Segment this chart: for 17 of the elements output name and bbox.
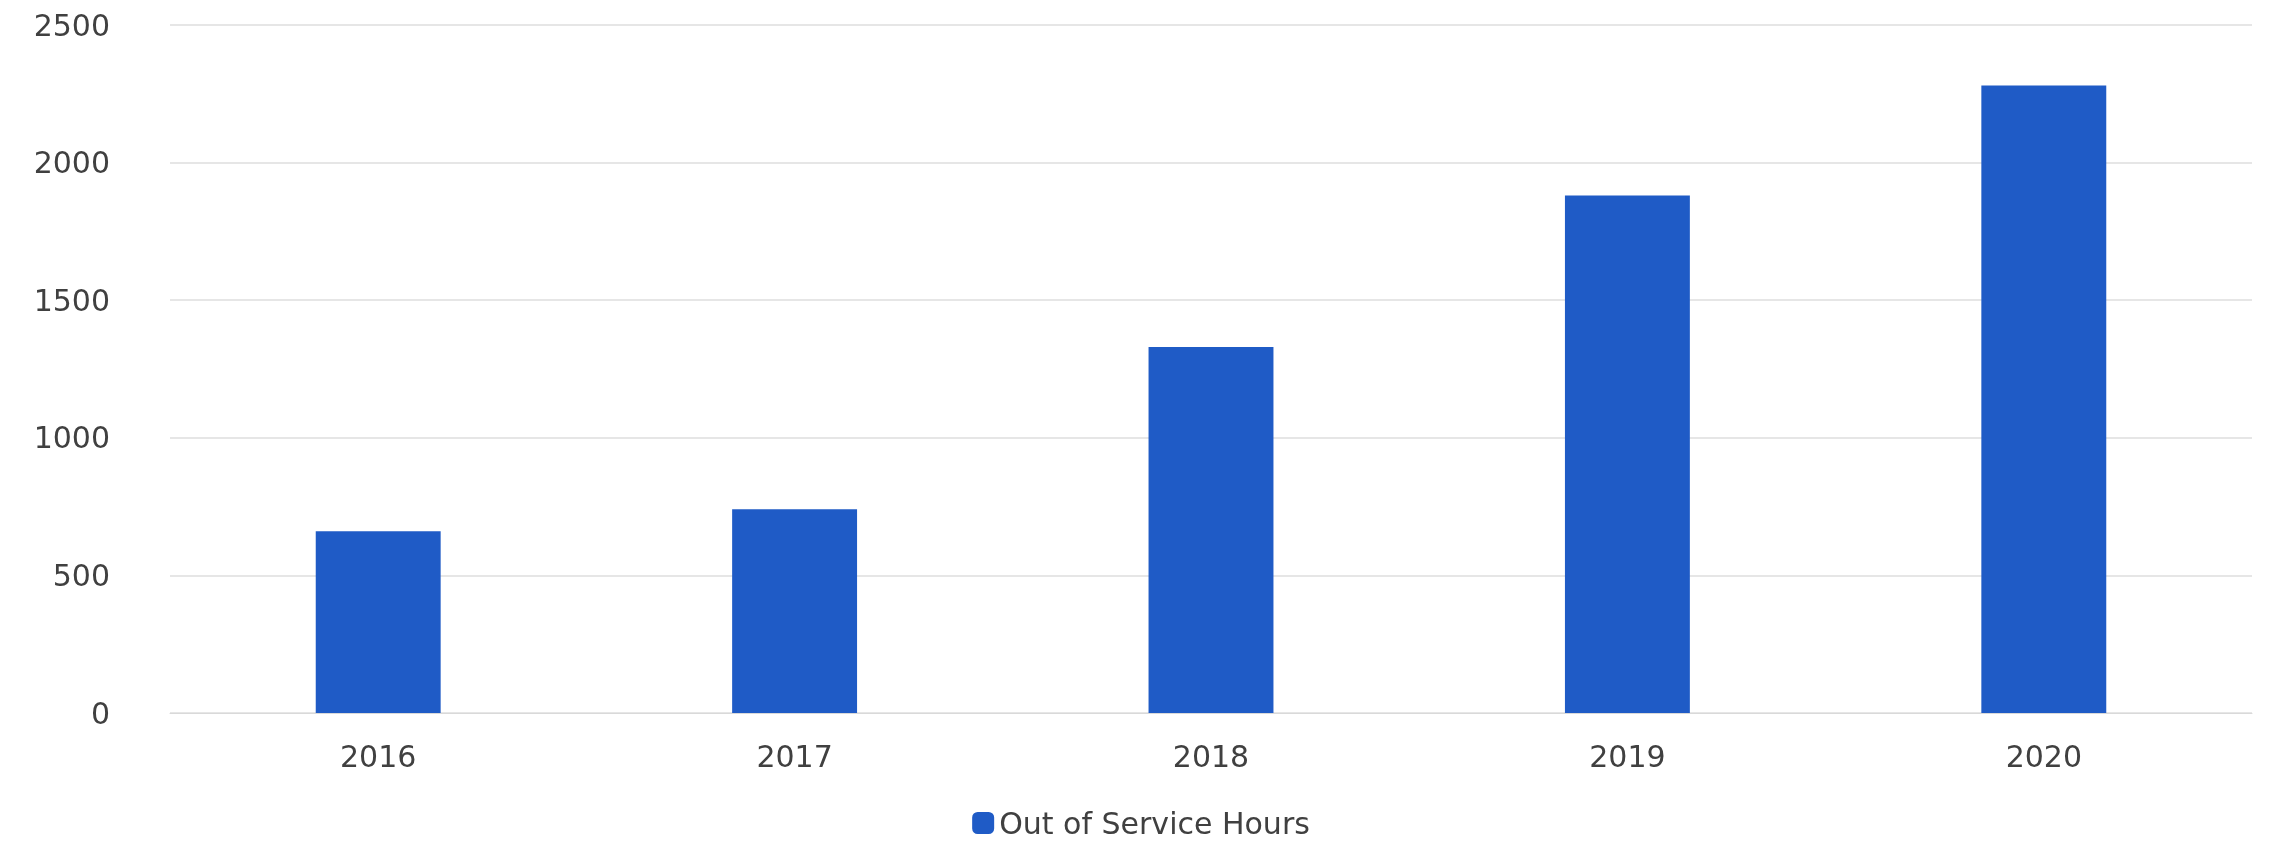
y-tick-label: 0	[90, 695, 110, 731]
x-tick-label: 2018	[1172, 738, 1250, 774]
bar	[1148, 346, 1274, 713]
y-tick-label: 500	[52, 557, 110, 593]
x-tick-label: 2020	[2005, 738, 2082, 774]
x-tick-label: 2019	[1589, 738, 1666, 774]
y-tick-label: 1500	[33, 282, 110, 318]
y-tick-label: 2500	[33, 7, 110, 43]
y-tick-label: 2000	[33, 145, 110, 181]
bar	[1564, 195, 1690, 713]
bar	[732, 509, 858, 713]
y-tick-label: 1000	[33, 420, 110, 456]
bar	[1981, 85, 2107, 713]
x-tick-label: 2017	[756, 738, 833, 774]
bar	[315, 531, 441, 713]
x-tick-label: 2016	[340, 738, 417, 774]
legend-label: Out of Service Hours	[999, 805, 1310, 841]
